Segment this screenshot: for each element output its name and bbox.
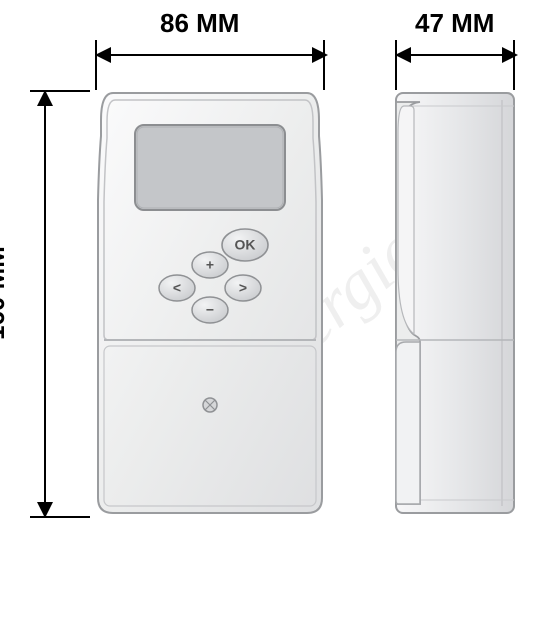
device-front-view: OK + < > − — [95, 90, 325, 516]
dim-height-line — [44, 95, 46, 511]
arrow-left-icon — [395, 47, 411, 63]
left-button-label: < — [173, 280, 181, 296]
minus-button-label: − — [206, 302, 214, 318]
ok-button-label: OK — [235, 237, 256, 253]
arrow-down-icon — [37, 502, 53, 518]
device-screen — [135, 125, 285, 210]
right-button-label: > — [239, 280, 247, 296]
arrow-up-icon — [37, 90, 53, 106]
dim-height-label: 160 MM — [0, 246, 11, 340]
side-lower-cover — [396, 342, 420, 504]
dim-depth-label: 47 MM — [415, 8, 494, 39]
diagram-canvas: 86 MM 47 MM 160 MM ProSynergie — [0, 0, 555, 629]
dim-width-label: 86 MM — [160, 8, 239, 39]
dim-width-line — [100, 54, 320, 56]
plus-button-label: + — [206, 257, 214, 273]
dim-depth-line — [400, 54, 510, 56]
arrow-right-icon — [312, 47, 328, 63]
side-upper-strip — [398, 106, 414, 334]
arrow-left-icon — [95, 47, 111, 63]
device-side-view — [390, 90, 520, 516]
arrow-right-icon — [502, 47, 518, 63]
